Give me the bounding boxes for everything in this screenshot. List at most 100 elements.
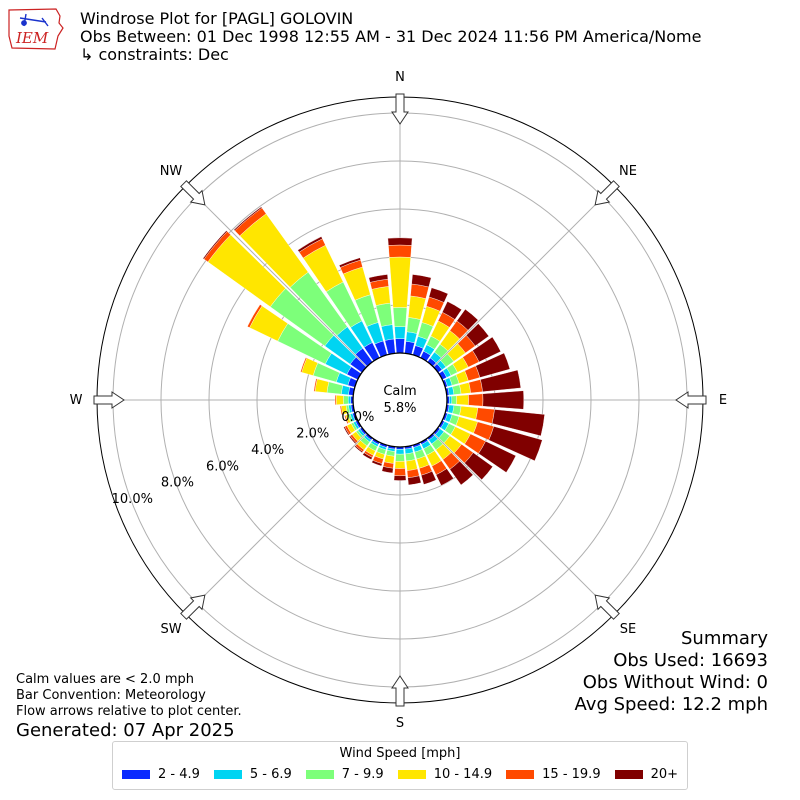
direction-label: S (396, 716, 404, 731)
direction-label: E (719, 393, 727, 408)
iem-logo: IEM (6, 6, 64, 52)
legend: Wind Speed [mph] 2 - 4.9 5 - 6.9 7 - 9.9… (112, 741, 688, 790)
legend-items: 2 - 4.9 5 - 6.9 7 - 9.9 10 - 14.9 15 - 1… (113, 767, 687, 782)
radial-tick-label: 2.0% (296, 426, 329, 441)
windrose-bar (435, 468, 454, 486)
logo-text: IEM (15, 29, 49, 47)
windrose-bar (362, 452, 373, 460)
windrose-bar (381, 324, 395, 341)
radial-tick-label: 10.0% (112, 492, 153, 507)
windrose-bar (480, 369, 522, 392)
windrose-bar (202, 230, 228, 260)
windrose-bar (326, 381, 344, 395)
windrose-bar (456, 394, 469, 406)
grid-spoke (432, 185, 615, 368)
direction-label: SE (620, 622, 636, 637)
windrose-bar (389, 256, 411, 308)
windrose-bar (407, 475, 422, 486)
legend-swatch (614, 770, 643, 779)
calm-circle (352, 352, 448, 448)
windrose-bar (338, 257, 361, 268)
windrose-bar (408, 295, 427, 320)
windrose-bar (472, 336, 502, 363)
legend-label: 7 - 9.9 (341, 767, 384, 782)
radial-tick-label: 6.0% (206, 459, 239, 474)
windrose-bar (451, 395, 457, 405)
legend-label: 5 - 6.9 (249, 767, 292, 782)
windrose-bar (354, 445, 364, 454)
windrose-bar (395, 453, 405, 462)
windrose-bar (392, 307, 408, 328)
grid-spoke (432, 432, 615, 615)
windrose-bar (428, 287, 449, 303)
windrose-bar (405, 459, 418, 471)
windrose-bar (464, 452, 494, 481)
windrose-bar (247, 304, 263, 328)
windrose-bar (411, 274, 432, 288)
flow-arrow-icon (594, 180, 620, 206)
windrose-bar (314, 378, 330, 393)
windrose-bar (300, 357, 308, 373)
legend-item: 7 - 9.9 (305, 767, 384, 782)
summary-block: Summary Obs Used: 16693 Obs Without Wind… (575, 628, 768, 716)
legend-title: Wind Speed [mph] (339, 746, 461, 761)
calm-note: Calm values are < 2.0 mph (16, 672, 195, 687)
title-block: Windrose Plot for [PAGL] GOLOVIN Obs Bet… (80, 10, 701, 64)
flow-arrow-icon (675, 391, 707, 409)
windrose-bar (343, 395, 349, 405)
windrose-bar (393, 475, 407, 481)
iowa-state-outline-icon: IEM (8, 8, 64, 50)
windrose-bar (348, 395, 351, 405)
windrose-bar (348, 435, 357, 445)
windrose-bar (449, 395, 452, 405)
legend-label: 10 - 14.9 (433, 767, 493, 782)
windrose-bar (404, 341, 415, 355)
windrose-bar (449, 460, 474, 486)
windrose-bar (371, 286, 391, 306)
radial-tick-label: 4.0% (251, 443, 284, 458)
windrose-bar (388, 244, 412, 258)
windrose-bar (394, 468, 406, 477)
direction-label: NW (160, 164, 183, 179)
windrose-bar (420, 471, 437, 485)
legend-label: 20+ (650, 767, 679, 782)
chart-title: Windrose Plot for [PAGL] GOLOVIN (80, 9, 354, 28)
windrose-bar (491, 409, 545, 437)
windrose-bar (334, 394, 337, 406)
obs-period: Obs Between: 01 Dec 1998 12:55 AM - 31 D… (80, 27, 702, 46)
windrose-bar (297, 236, 323, 253)
legend-item: 5 - 6.9 (213, 767, 292, 782)
legend-label: 2 - 4.9 (157, 767, 200, 782)
windrose-bar (459, 382, 471, 395)
windrose-bar (465, 323, 490, 347)
windrose-bar (344, 415, 349, 425)
calm-label: Calm (383, 384, 416, 399)
windrose-bar (394, 461, 406, 469)
windrose-bar (405, 331, 418, 344)
windrose-bar (343, 426, 350, 436)
grid-spoke (185, 185, 368, 368)
windrose-bar (482, 390, 525, 410)
windrose-bar (478, 440, 517, 473)
constraints-text: ↳ constraints: Dec (80, 45, 229, 64)
legend-swatch (506, 770, 535, 779)
flow-arrows-note: Flow arrows relative to plot center. (16, 704, 242, 719)
windrose-bar (233, 206, 263, 231)
windrose-bar (468, 379, 483, 394)
obs-without-wind: Obs Without Wind: 0 (582, 672, 768, 693)
flow-arrow-icon (594, 594, 620, 620)
windrose-bar (406, 317, 421, 334)
obs-used: Obs Used: 16693 (613, 650, 768, 671)
windrose-bar (488, 426, 543, 462)
legend-item: 10 - 14.9 (397, 767, 493, 782)
flow-arrow-icon (391, 675, 409, 707)
windrose-bar (395, 449, 405, 455)
direction-label: NE (619, 164, 637, 179)
notes-block: Calm values are < 2.0 mph Bar Convention… (16, 672, 242, 741)
windrose-bar (395, 338, 405, 354)
avg-speed: Avg Speed: 12.2 mph (574, 694, 768, 715)
legend-item: 20+ (614, 767, 679, 782)
legend-item: 2 - 4.9 (121, 767, 200, 782)
legend-swatch (213, 770, 242, 779)
